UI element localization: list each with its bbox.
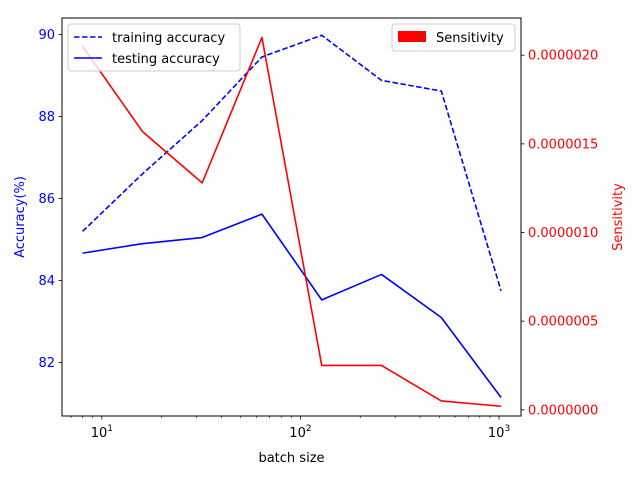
- left-tick-label-4: 90: [38, 28, 55, 43]
- legend-sensitivity-box: [391, 23, 516, 52]
- legend-sensitivity: Sensitivity: [391, 23, 516, 52]
- series-line-0: [82, 34, 502, 292]
- right-tick-label-2: 0.0000010: [528, 226, 598, 241]
- right-tick-label-1: 0.0000005: [528, 315, 598, 330]
- left-tick-label-1: 84: [38, 274, 55, 289]
- left-tick-label-2: 86: [38, 192, 55, 207]
- x-tick-label-0: 101: [91, 424, 113, 441]
- legend-sensitivity-swatch: [398, 31, 426, 42]
- right-axis-ticks: 0.0000000 0.0000005 0.0000010 0.0000015 0.00…: [521, 49, 598, 418]
- x-ticks: 101 102 103: [70, 416, 510, 441]
- plot-background: [62, 18, 521, 416]
- left-tick-label-0: 82: [38, 356, 55, 371]
- series-line-1: [82, 213, 502, 399]
- legend-testing-label: testing accuracy: [112, 52, 220, 67]
- right-tick-label-4: 0.0000020: [528, 49, 598, 64]
- x-tick-label-1: 102: [289, 424, 311, 441]
- right-axis-label: Sensitivity: [611, 183, 626, 251]
- left-axis-ticks: 82 84 86 88 90: [38, 28, 62, 371]
- left-axis-label: Accuracy(%): [13, 176, 28, 258]
- series-layer: [81, 34, 502, 408]
- legend-accuracy-box: [67, 23, 241, 72]
- x-axis-label: batch size: [258, 451, 324, 466]
- right-tick-label-0: 0.0000000: [528, 403, 598, 418]
- legend-training-label: training accuracy: [112, 31, 225, 46]
- series-line-2: [81, 36, 502, 408]
- x-tick-label-2: 103: [488, 424, 510, 441]
- legend-accuracy: training accuracy testing accuracy: [67, 23, 241, 72]
- left-tick-label-3: 88: [38, 110, 55, 125]
- right-tick-label-3: 0.0000015: [528, 137, 598, 152]
- legend-sensitivity-label: Sensitivity: [436, 31, 504, 46]
